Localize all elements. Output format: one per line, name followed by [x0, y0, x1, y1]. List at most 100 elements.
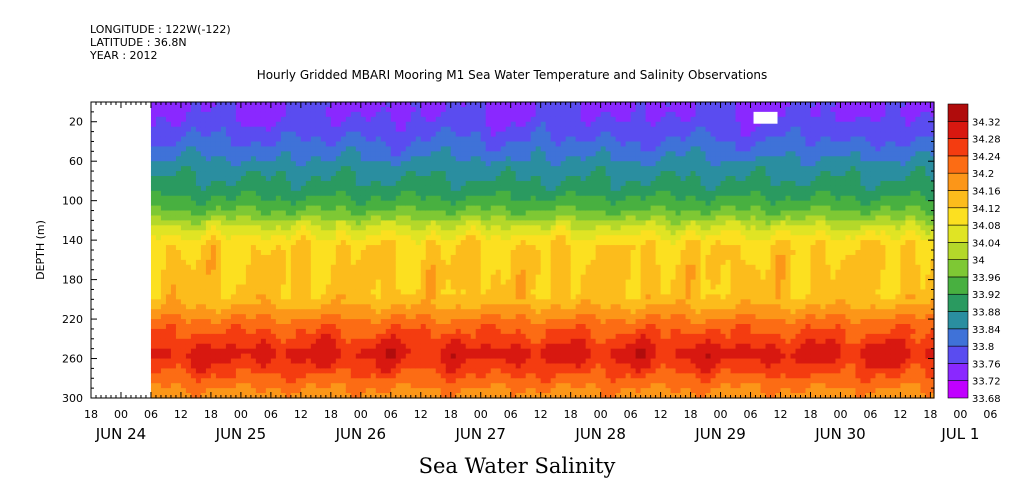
salinity-cell: [410, 220, 417, 226]
salinity-cell: [235, 279, 242, 286]
salinity-cell: [440, 111, 447, 118]
salinity-cell: [255, 176, 262, 182]
salinity-cell: [195, 304, 202, 310]
salinity-cell: [345, 314, 352, 320]
salinity-cell: [320, 200, 327, 207]
salinity-cell: [400, 215, 407, 221]
salinity-cell: [365, 240, 372, 246]
salinity-cell: [550, 284, 557, 291]
salinity-cell: [330, 180, 337, 187]
salinity-cell: [300, 358, 307, 365]
salinity-cell: [270, 299, 277, 305]
salinity-cell: [380, 215, 387, 221]
salinity-cell: [280, 151, 287, 157]
salinity-cell: [510, 274, 517, 281]
salinity-cell: [480, 200, 487, 207]
salinity-cell: [260, 126, 267, 133]
salinity-cell: [400, 348, 407, 355]
salinity-cell: [360, 289, 367, 295]
salinity-cell: [425, 254, 432, 261]
salinity-cell: [225, 156, 232, 162]
salinity-cell: [160, 121, 167, 128]
salinity-cell: [350, 185, 357, 192]
salinity-cell: [450, 235, 457, 241]
salinity-cell: [205, 353, 212, 360]
salinity-cell: [515, 284, 522, 291]
salinity-cell: [415, 176, 422, 182]
salinity-cell: [535, 363, 542, 369]
salinity-cell: [235, 230, 242, 236]
salinity-cell: [475, 106, 482, 113]
salinity-cell: [370, 151, 377, 157]
salinity-cell: [230, 151, 237, 157]
salinity-cell: [475, 254, 482, 261]
salinity-cell: [460, 353, 467, 360]
salinity-cell: [225, 146, 232, 152]
salinity-cell: [175, 274, 182, 281]
salinity-cell: [515, 185, 522, 192]
salinity-cell: [245, 289, 252, 295]
salinity-cell: [310, 166, 317, 172]
salinity-cell: [325, 131, 332, 138]
salinity-cell: [435, 299, 442, 305]
salinity-cell: [550, 363, 557, 369]
salinity-cell: [220, 126, 227, 133]
salinity-cell: [540, 294, 547, 300]
salinity-cell: [555, 235, 562, 241]
salinity-cell: [315, 215, 322, 221]
salinity-cell: [340, 136, 347, 143]
salinity-cell: [165, 146, 172, 152]
salinity-cell: [210, 156, 217, 162]
salinity-cell: [200, 146, 207, 152]
salinity-cell: [500, 141, 507, 147]
salinity-cell: [480, 304, 487, 310]
salinity-cell: [535, 294, 542, 300]
salinity-cell: [455, 378, 462, 384]
salinity-cell: [410, 176, 417, 182]
salinity-cell: [530, 171, 537, 177]
salinity-cell: [555, 279, 562, 286]
salinity-cell: [435, 240, 442, 246]
salinity-cell: [495, 126, 502, 133]
salinity-cell: [365, 141, 372, 147]
salinity-cell: [435, 106, 442, 113]
salinity-cell: [230, 363, 237, 369]
salinity-cell: [485, 166, 492, 172]
salinity-cell: [465, 176, 472, 182]
salinity-cell: [330, 378, 337, 384]
salinity-cell: [465, 156, 472, 162]
salinity-cell: [310, 111, 317, 118]
salinity-cell: [365, 358, 372, 365]
salinity-cell: [480, 373, 487, 379]
salinity-cell: [245, 373, 252, 379]
salinity-cell: [170, 245, 177, 251]
salinity-cell: [235, 195, 242, 202]
salinity-cell: [415, 156, 422, 162]
salinity-cell: [195, 254, 202, 261]
salinity-cell: [485, 215, 492, 221]
salinity-cell: [535, 245, 542, 251]
salinity-cell: [200, 190, 207, 197]
salinity-cell: [405, 279, 412, 286]
salinity-cell: [230, 190, 237, 197]
salinity-cell: [545, 353, 552, 360]
salinity-cell: [340, 383, 347, 389]
salinity-cell: [560, 393, 567, 399]
salinity-cell: [375, 319, 382, 325]
salinity-cell: [320, 141, 327, 147]
salinity-cell: [480, 126, 487, 133]
salinity-cell: [240, 383, 247, 389]
salinity-cell: [185, 136, 192, 143]
salinity-cell: [475, 190, 482, 197]
salinity-cell: [440, 259, 447, 266]
salinity-cell: [200, 176, 207, 182]
salinity-cell: [455, 126, 462, 133]
salinity-cell: [415, 269, 422, 276]
salinity-cell: [165, 324, 172, 330]
salinity-cell: [320, 151, 327, 157]
salinity-cell: [310, 269, 317, 276]
salinity-cell: [205, 185, 212, 192]
salinity-cell: [480, 220, 487, 226]
salinity-cell: [190, 250, 197, 256]
salinity-cell: [460, 106, 467, 113]
